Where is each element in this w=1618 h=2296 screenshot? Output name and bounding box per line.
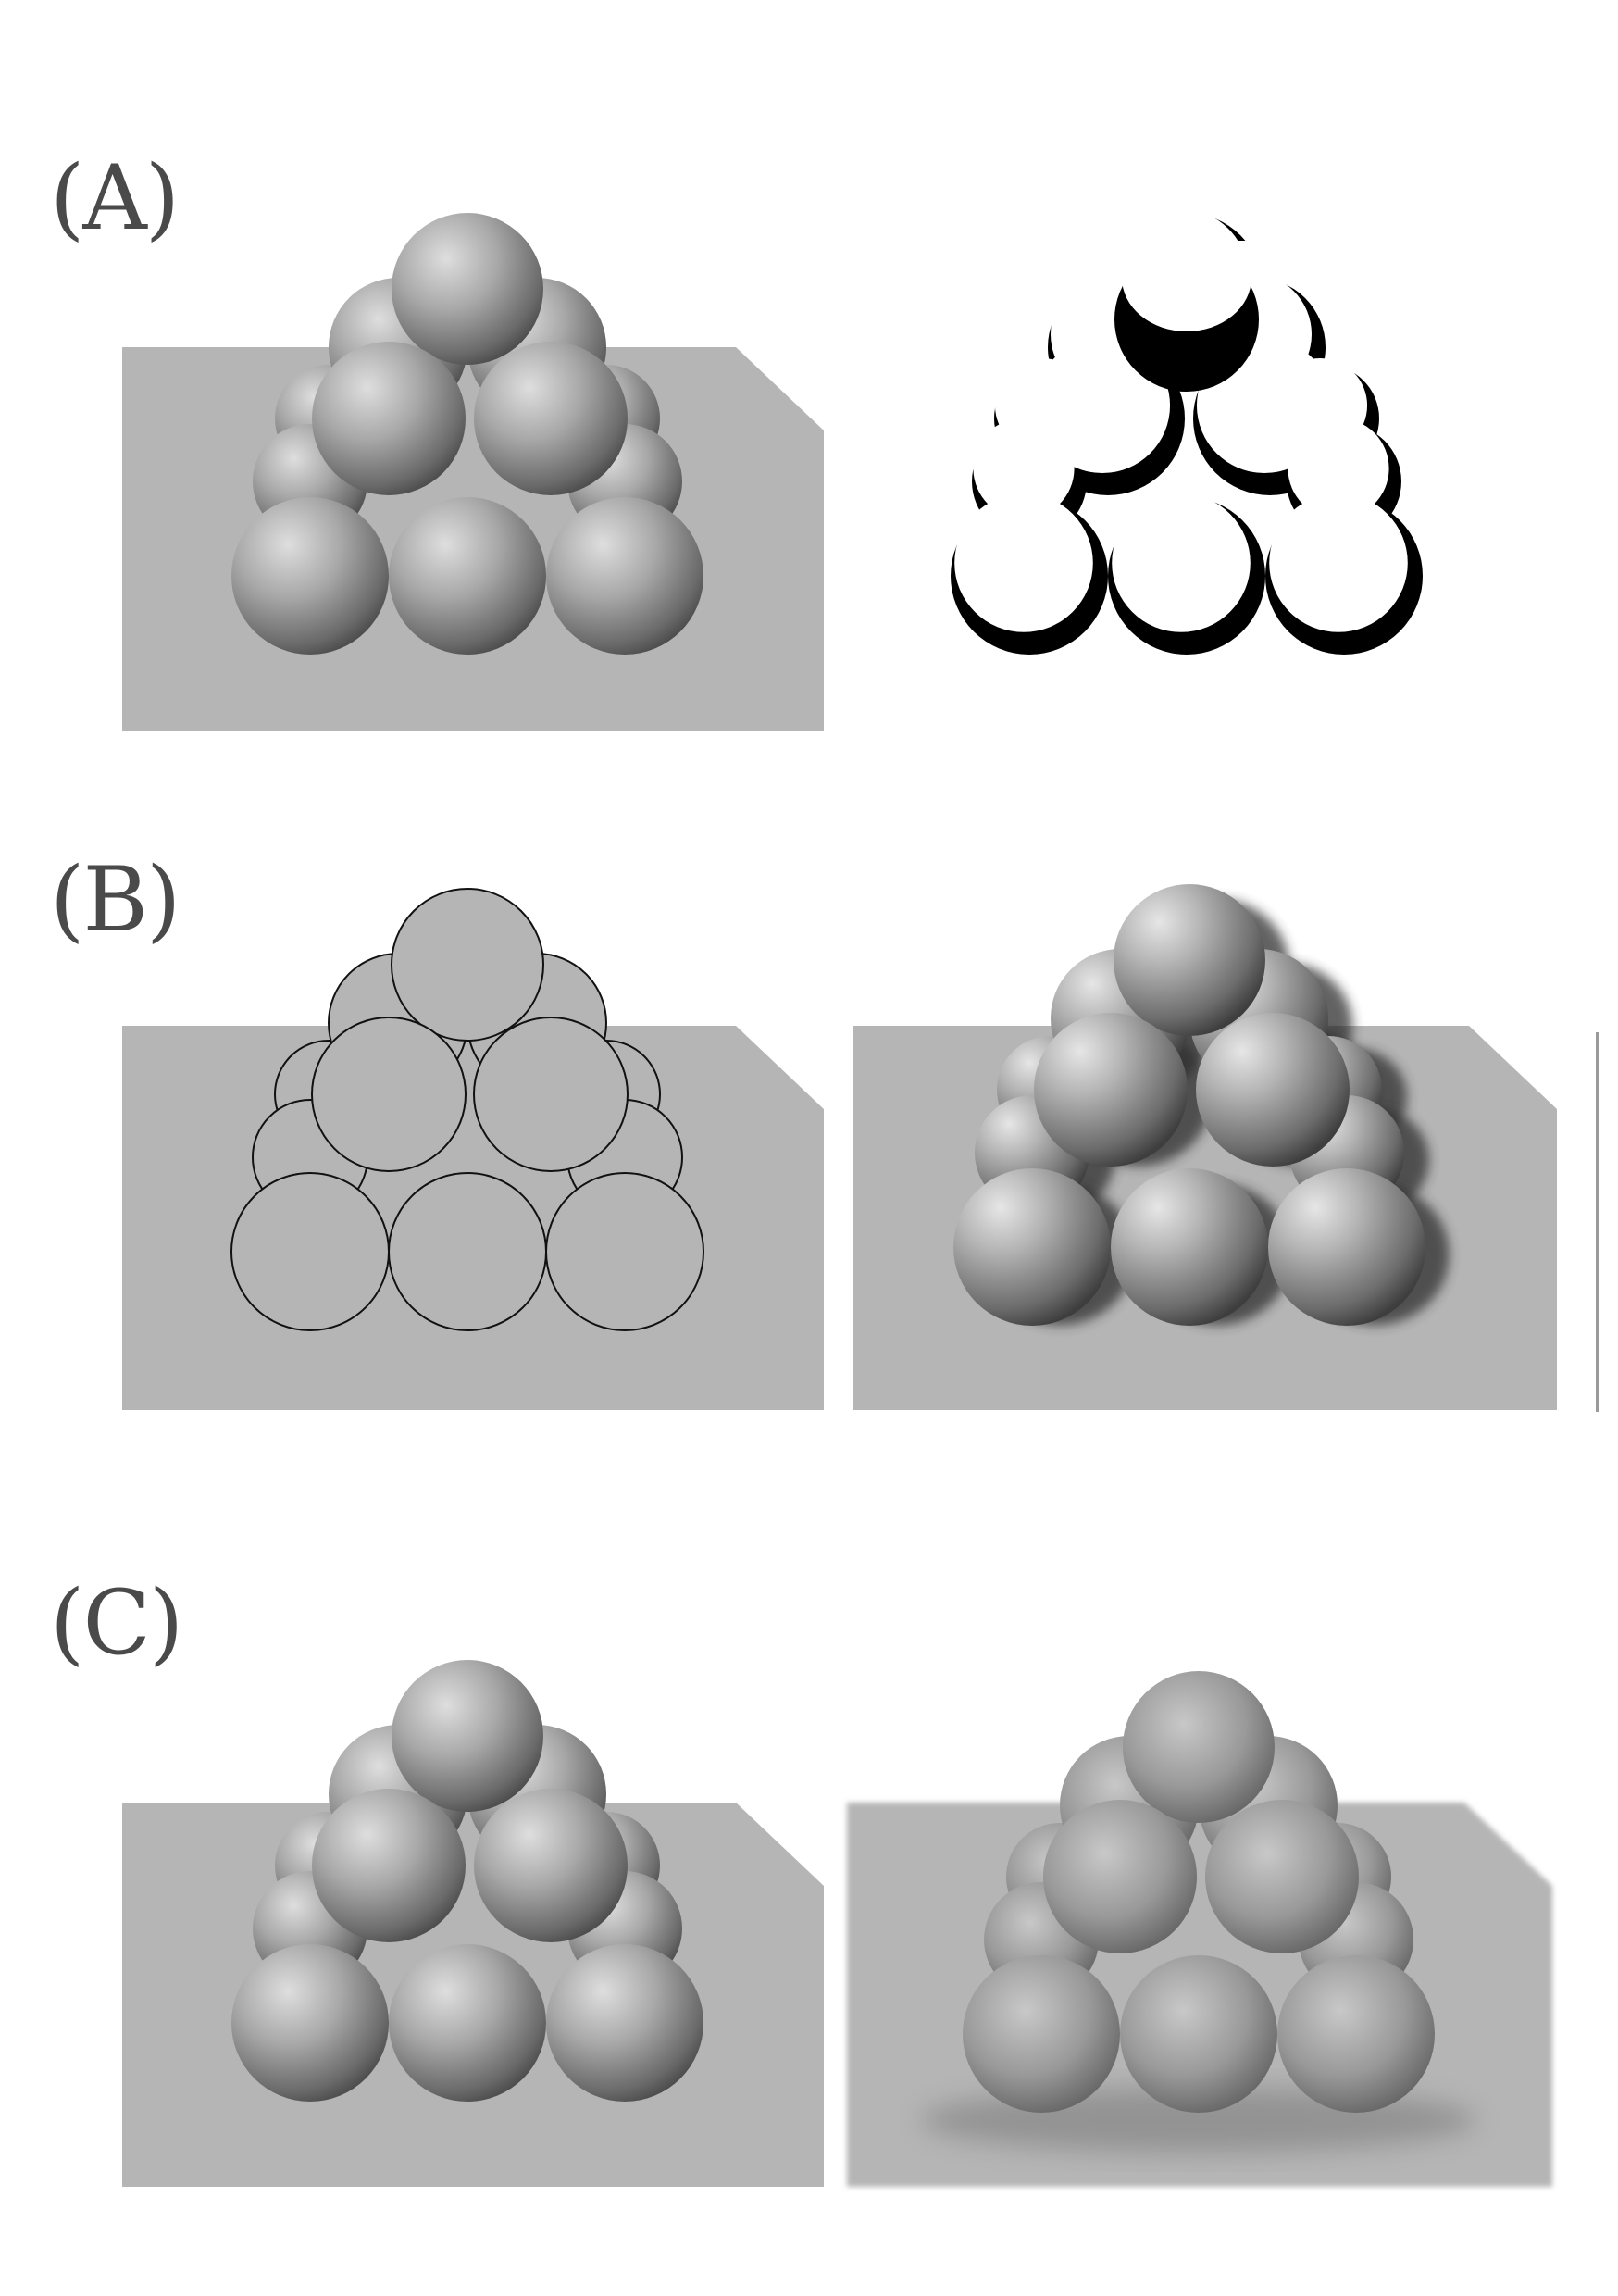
sphere-outline bbox=[388, 1172, 547, 1331]
sphere bbox=[389, 497, 546, 655]
sphere bbox=[546, 497, 703, 655]
sphere bbox=[1043, 1800, 1197, 1953]
sphere-outline bbox=[311, 1017, 467, 1172]
sphere bbox=[312, 1789, 466, 1942]
sphere bbox=[392, 213, 543, 365]
sphere bbox=[1123, 1671, 1275, 1823]
sphere bbox=[474, 342, 628, 495]
panel-a-render bbox=[122, 213, 824, 731]
sphere bbox=[953, 1168, 1111, 1326]
divider bbox=[1596, 1032, 1599, 1412]
sphere-outline bbox=[473, 1017, 629, 1172]
sphere-outline bbox=[391, 888, 544, 1042]
sphere bbox=[1120, 1955, 1277, 2113]
sphere bbox=[963, 1955, 1120, 2113]
panel-label-c: (C) bbox=[50, 1571, 183, 1675]
sphere bbox=[1111, 1168, 1268, 1326]
panel-c-render bbox=[122, 1660, 824, 2187]
panel-b-line-drawing bbox=[122, 888, 824, 1410]
sphere bbox=[389, 1944, 546, 2102]
sphere bbox=[1196, 1013, 1350, 1167]
panel-label-a: (A) bbox=[50, 146, 180, 250]
sphere bbox=[1114, 884, 1265, 1036]
panel-a-shadow-mask bbox=[944, 208, 1425, 655]
sphere bbox=[1205, 1800, 1359, 1953]
panel-b-painted-render bbox=[853, 884, 1599, 1412]
sphere bbox=[231, 497, 389, 655]
lit-region bbox=[954, 493, 1093, 632]
mask-blank bbox=[944, 241, 1425, 278]
lit-region bbox=[1269, 493, 1408, 632]
sphere bbox=[231, 1944, 389, 2102]
sphere-outline bbox=[545, 1172, 704, 1331]
sphere bbox=[1034, 1013, 1188, 1167]
sphere bbox=[392, 1660, 543, 1812]
sphere bbox=[546, 1944, 703, 2102]
sphere bbox=[312, 342, 466, 495]
panel-label-b: (B) bbox=[50, 848, 180, 952]
lit-region bbox=[1034, 337, 1171, 474]
lit-region bbox=[1112, 493, 1251, 632]
sphere bbox=[474, 1789, 628, 1942]
sphere bbox=[1277, 1955, 1435, 2113]
panel-c-soft-render bbox=[847, 1671, 1552, 2187]
sphere-outline bbox=[230, 1172, 390, 1331]
sphere bbox=[1268, 1168, 1425, 1326]
